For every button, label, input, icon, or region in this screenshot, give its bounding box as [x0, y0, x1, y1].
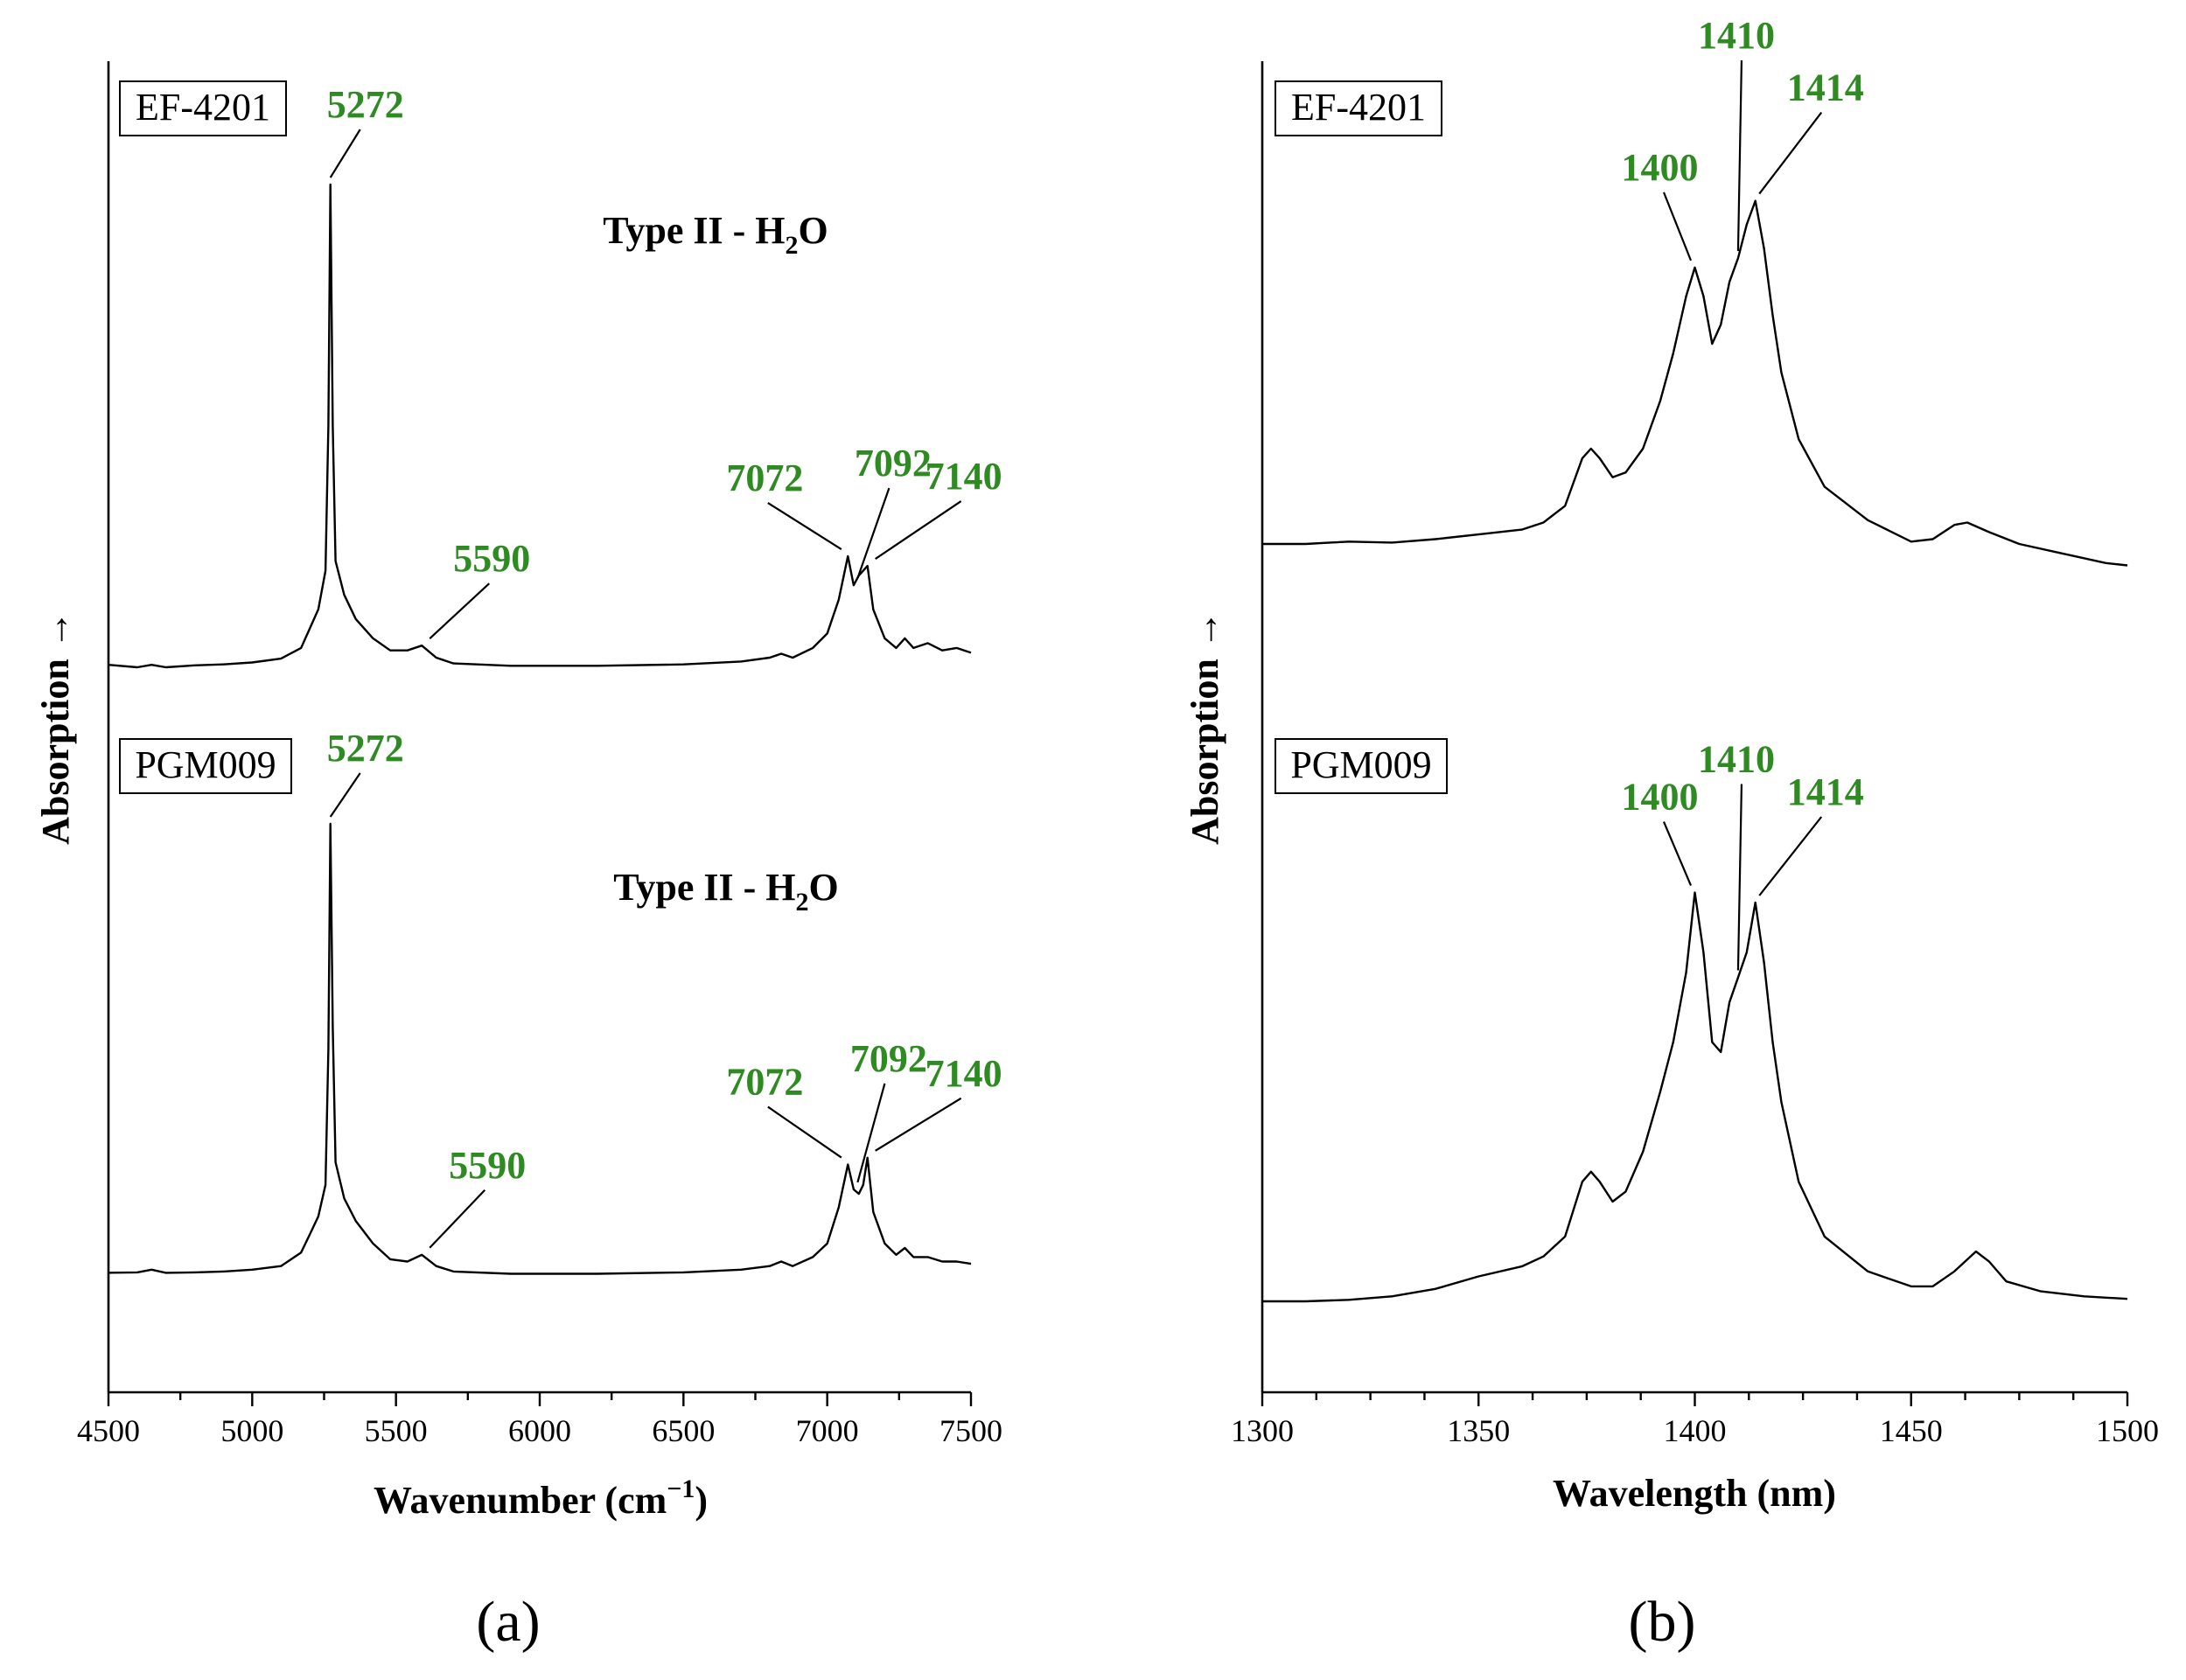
peak-leader-line — [1736, 59, 1743, 252]
x-tick-label: 1300 — [1231, 1413, 1294, 1448]
peak-label: 1400 — [1622, 776, 1699, 819]
x-tick-label: 6000 — [508, 1413, 571, 1448]
panel-b-label: (b) — [1629, 1590, 1696, 1654]
peak-label: 5590 — [453, 537, 530, 580]
peak-leader-line — [329, 772, 361, 818]
peak-label: 1410 — [1698, 738, 1775, 781]
peak-leader-line — [856, 1083, 886, 1183]
peak-label: 7092 — [850, 1037, 927, 1080]
panel-b-x-ticks — [1261, 1392, 2129, 1406]
x-tick-label: 1450 — [1880, 1413, 1943, 1448]
x-tick-label: 7500 — [939, 1413, 1002, 1448]
peak-leader-line — [1662, 821, 1693, 887]
peak-leader-line — [767, 1105, 842, 1159]
peak-label: 7092 — [855, 442, 932, 484]
peak-leader-line — [875, 1097, 962, 1152]
peak-label: 5272 — [327, 83, 404, 126]
panel-b-sample-box-pgm009 — [1275, 738, 1448, 794]
panel-a-sample-box-ef4201 — [119, 80, 287, 136]
peak-label: 1400 — [1622, 146, 1699, 189]
peak-leader-line — [429, 1189, 486, 1249]
panel-b-spectrum-ef4201 — [1262, 199, 2128, 567]
peak-leader-line — [875, 500, 962, 560]
panel-b-spectrum-pgm009 — [1262, 891, 2128, 1303]
panel-a-spectrum-pgm009 — [108, 822, 972, 1275]
peak-label: 1414 — [1787, 770, 1864, 813]
panel-b-sample-box-ef4201 — [1275, 80, 1442, 136]
peak-leader-line — [1736, 784, 1743, 971]
panel-b-y-axis-title: Absorption → — [1184, 610, 1226, 845]
panel-b-sample-label-ef4201: EF-4201 — [1291, 86, 1426, 129]
x-tick-label: 1400 — [1664, 1413, 1727, 1448]
panel-b-x-tick-labels: 1300 1350 1400 1450 1500 — [1231, 1413, 2159, 1448]
x-tick-label: 6500 — [652, 1413, 715, 1448]
panel-b-x-axis-title: Wavelength (nm) — [1553, 1472, 1836, 1515]
peak-leader-line — [1758, 111, 1823, 195]
panel-a-type-label-ef4201: Type II - H2O — [603, 209, 828, 260]
panel-a: 4500 5000 5500 6000 6500 7000 7500 EF-4201 PGM… — [34, 61, 1002, 1654]
x-tick-label: 7000 — [796, 1413, 859, 1448]
panel-a-x-axis-title: Wavenumber (cm−1) — [374, 1474, 708, 1522]
panel-a-label: (a) — [476, 1590, 540, 1654]
panel-b-sample-label-pgm009: PGM009 — [1290, 743, 1431, 786]
peak-leader-line — [429, 582, 490, 639]
peak-label: 7140 — [925, 1052, 1002, 1095]
panel-a-type-label-pgm009: Type II - H2O — [613, 866, 838, 917]
panel-a-spectrum-ef4201 — [108, 183, 972, 669]
peak-leader-line — [1662, 192, 1693, 261]
x-tick-label: 4500 — [77, 1413, 140, 1448]
peak-leader-line — [856, 487, 890, 579]
panel-a-sample-box-pgm009 — [119, 738, 292, 794]
panel-a-sample-label-ef4201: EF-4201 — [136, 86, 270, 129]
panel-b: 1300 1350 1400 1450 1500 EF-4201 PGM009 1400… — [1184, 14, 2159, 1654]
peak-label: 7140 — [925, 455, 1002, 498]
peak-leader-line — [767, 502, 842, 550]
panel-a-x-tick-labels: 4500 5000 5500 6000 6500 7000 7500 — [77, 1413, 1002, 1448]
peak-leader-line — [1758, 816, 1823, 896]
x-tick-label: 5000 — [220, 1413, 283, 1448]
x-tick-label: 5500 — [365, 1413, 428, 1448]
panel-a-x-ticks — [107, 1392, 973, 1406]
x-tick-label: 1350 — [1447, 1413, 1510, 1448]
peak-label: 7072 — [726, 457, 803, 499]
peak-label: 5590 — [449, 1144, 526, 1187]
peak-leader-line — [329, 129, 361, 178]
peak-label: 7072 — [726, 1061, 803, 1104]
peak-label: 5272 — [327, 727, 404, 770]
peak-label: 1414 — [1787, 66, 1864, 109]
panel-a-y-axis-title: Absorption → — [34, 610, 77, 845]
peak-label: 1410 — [1698, 14, 1775, 57]
x-tick-label: 1500 — [2096, 1413, 2159, 1448]
panel-a-sample-label-pgm009: PGM009 — [135, 743, 276, 786]
